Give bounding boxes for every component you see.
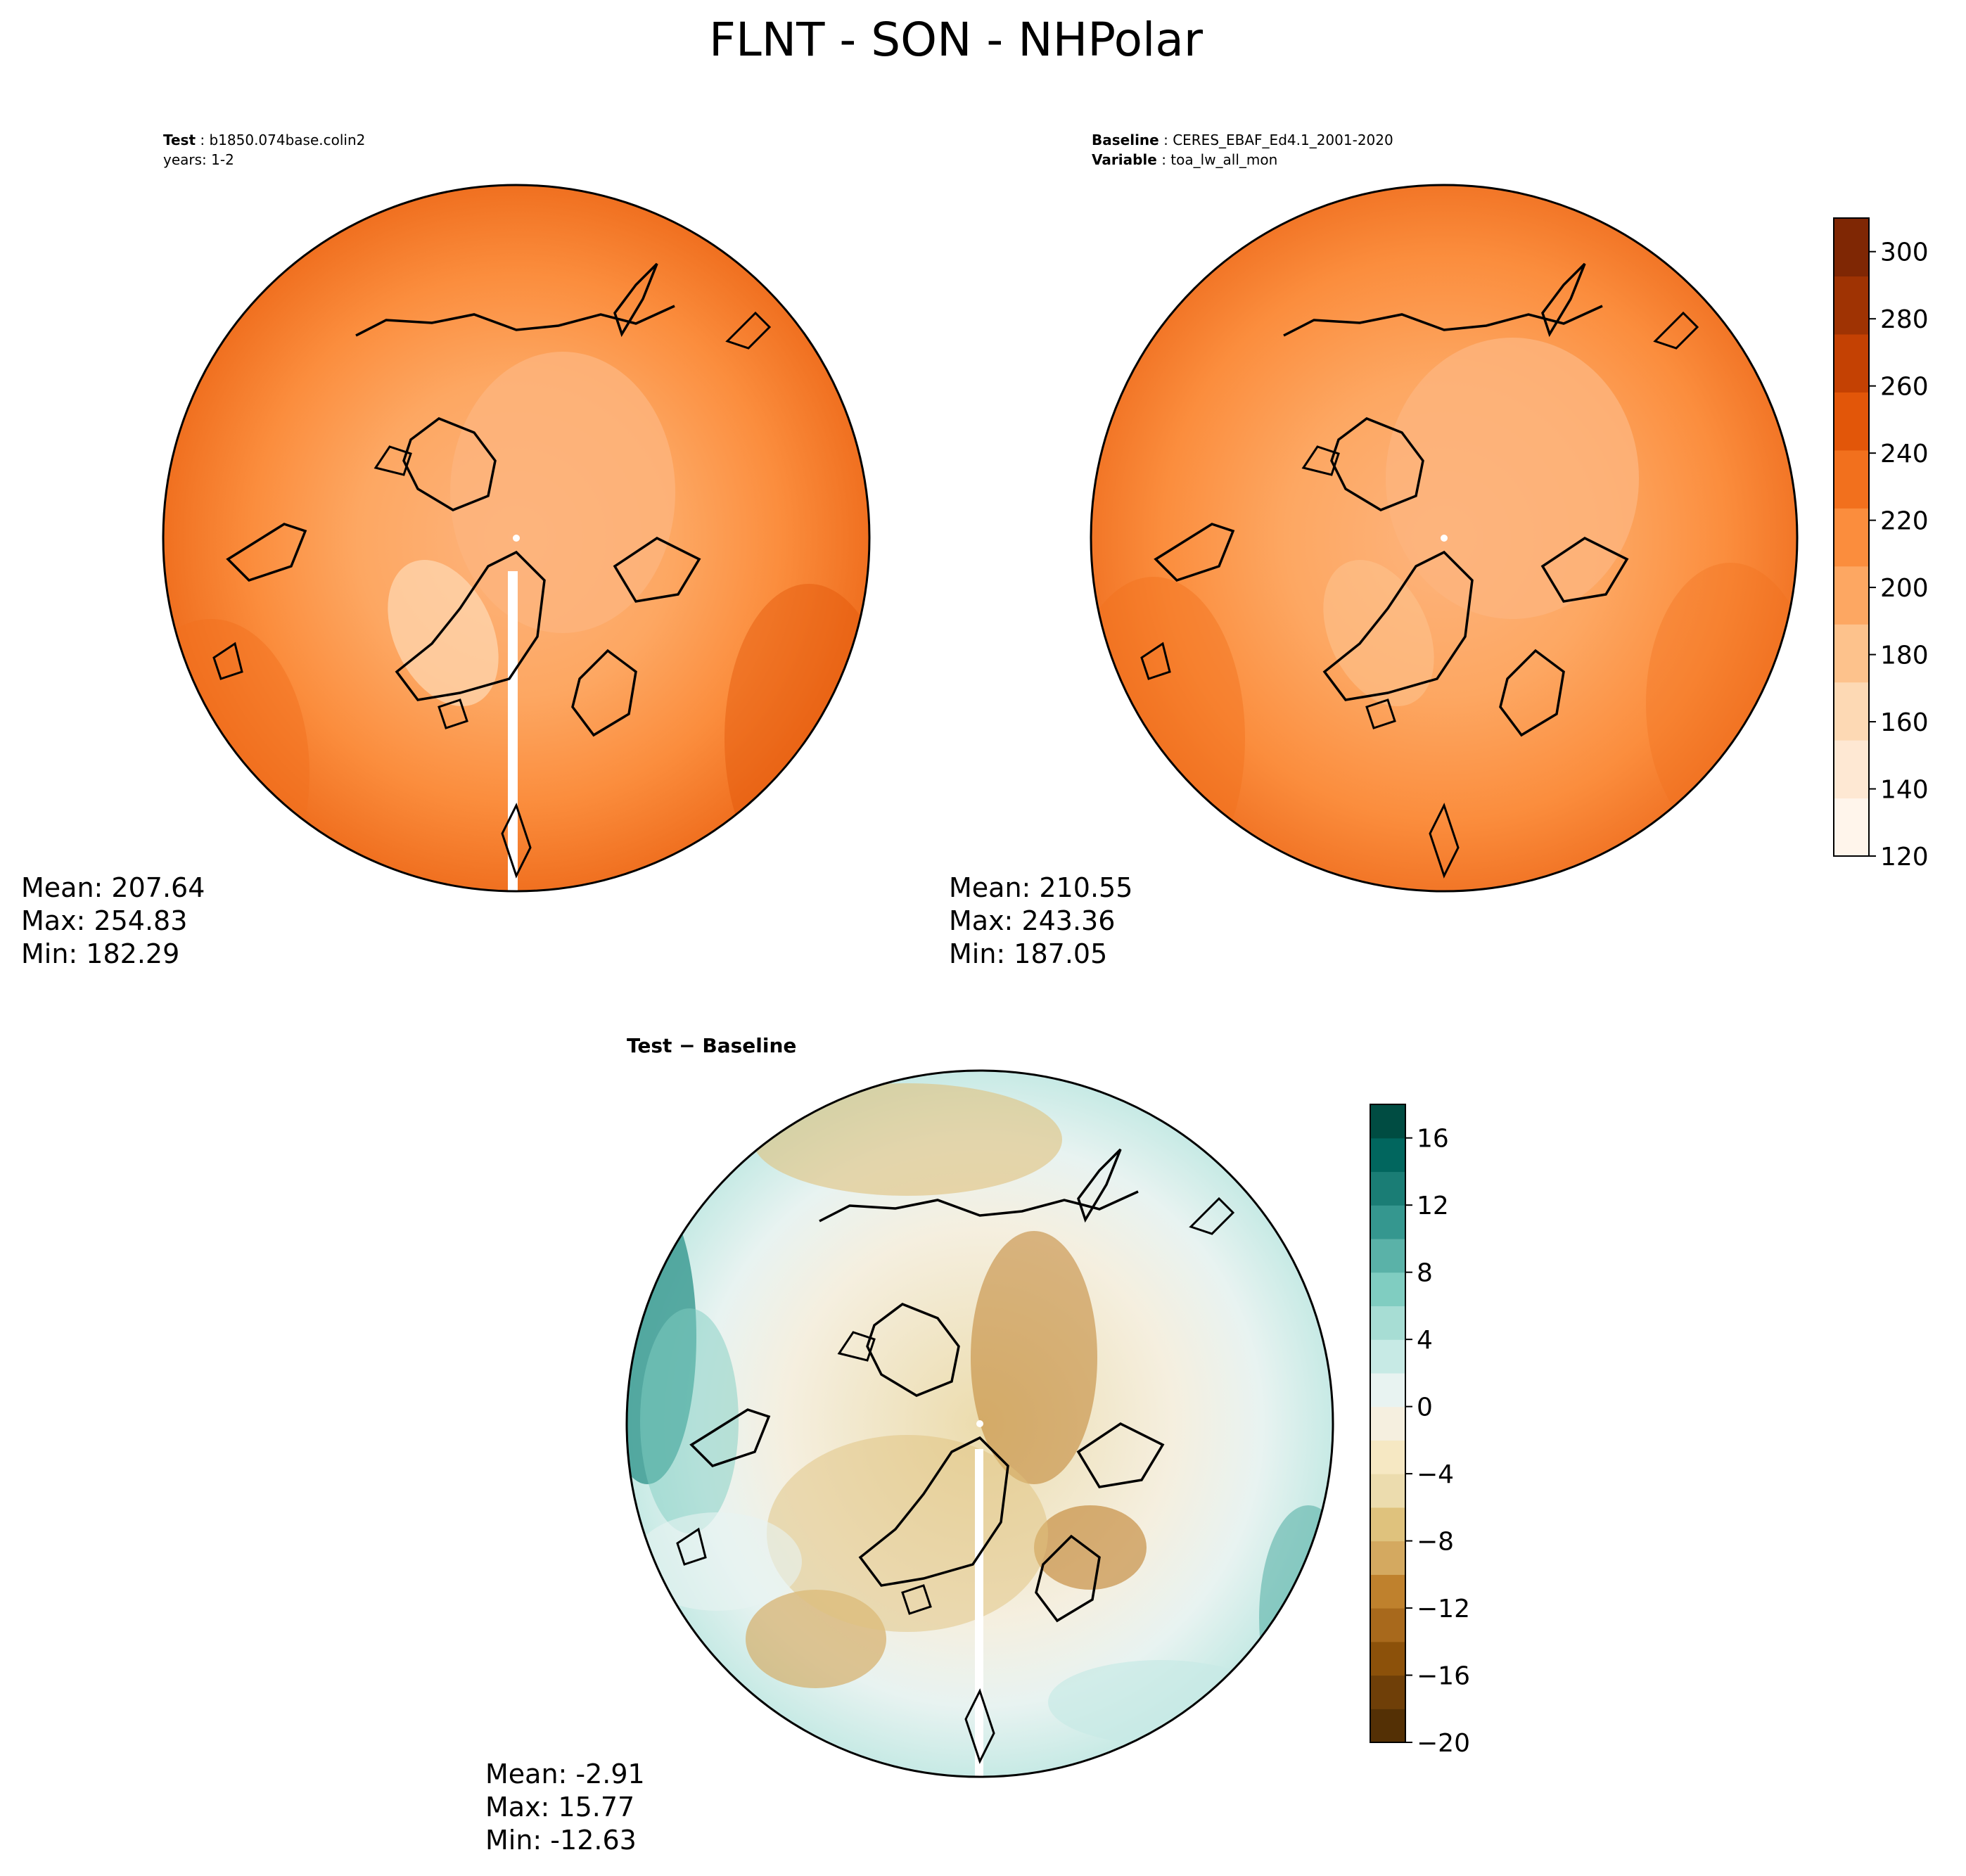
figure-title: FLNT - SON - NHPolar: [709, 13, 1204, 67]
diff-colorbar-tick-label: 4: [1417, 1326, 1433, 1355]
test-header: Test : b1850.074base.colin2: [163, 132, 365, 148]
diff-colorbar-band: [1370, 1608, 1405, 1642]
diff-panel: Test − Baseline Mean: -2.91 Max: 15.7: [485, 1034, 1334, 1856]
diff-colorbar-band: [1370, 1272, 1405, 1307]
diff-mean: Mean: -2.91: [485, 1759, 645, 1789]
diff-colorbar-band: [1370, 1137, 1405, 1173]
baseline-header: Baseline : CERES_EBAF_Ed4.1_2001-2020: [1092, 132, 1393, 148]
test-header-separator: :: [196, 132, 209, 148]
diff-colorbar-band: [1370, 1675, 1405, 1709]
baseline-north-pole-marker: [1441, 535, 1448, 542]
main-colorbar-band: [1834, 566, 1869, 625]
diff-colorbar-band: [1370, 1574, 1405, 1609]
diff-min: Min: -12.63: [485, 1825, 637, 1856]
main-colorbar-tick-label: 140: [1880, 776, 1929, 805]
diff-colorbar-band: [1370, 1306, 1405, 1340]
test-min: Min: 182.29: [21, 938, 179, 969]
main-colorbar-tick-label: 240: [1880, 440, 1929, 468]
main-colorbar-tick-label: 260: [1880, 373, 1929, 402]
main-colorbar-band: [1834, 682, 1869, 741]
diff-max: Max: 15.77: [485, 1792, 634, 1823]
diff-title: Test − Baseline: [627, 1034, 796, 1057]
main-colorbar-band: [1834, 740, 1869, 799]
main-colorbar-band: [1834, 392, 1869, 451]
baseline-min: Min: 187.05: [949, 938, 1107, 969]
diff-colorbar-tick-label: 16: [1417, 1125, 1449, 1154]
baseline-header-label: Baseline: [1092, 132, 1159, 148]
diff-colorbar-band: [1370, 1104, 1405, 1139]
baseline-dataset-name: CERES_EBAF_Ed4.1_2001-2020: [1173, 132, 1393, 148]
main-colorbar-tick-label: 180: [1880, 642, 1929, 670]
test-map-boundary: [162, 184, 871, 893]
baseline-variable: Variable : toa_lw_all_mon: [1092, 151, 1277, 168]
diff-colorbar-band: [1370, 1406, 1405, 1441]
main-colorbar-band: [1834, 449, 1869, 509]
diff-colorbar: −20 −16 −12 −8 −4 0 4 8 12 16: [1370, 1104, 1470, 1758]
diff-colorbar-band: [1370, 1205, 1405, 1239]
main-colorbar-frame: [1833, 217, 1870, 857]
diff-colorbar-band: [1370, 1641, 1405, 1676]
main-colorbar-band: [1834, 798, 1869, 857]
diff-colorbar-band: [1370, 1339, 1405, 1374]
main-colorbar-tick-label: 280: [1880, 305, 1929, 334]
diff-colorbar-band: [1370, 1372, 1405, 1408]
diff-map-boundary: [625, 1069, 1334, 1778]
baseline-map-boundary: [1090, 184, 1799, 893]
diff-colorbar-band: [1370, 1540, 1405, 1575]
main-colorbar-tick-label: 220: [1880, 507, 1929, 536]
diff-colorbar-tick-label: −16: [1417, 1662, 1470, 1691]
diff-colorbar-frame: [1370, 1104, 1406, 1743]
test-max: Max: 254.83: [21, 905, 187, 936]
baseline-map: [1090, 184, 1799, 893]
main-colorbar-tick-label: 200: [1880, 574, 1929, 603]
diff-colorbar-band: [1370, 1440, 1405, 1474]
baseline-variable-label: Variable: [1092, 151, 1157, 168]
baseline-mean: Mean: 210.55: [949, 872, 1132, 903]
diff-colorbar-band: [1370, 1474, 1405, 1508]
diff-north-pole-marker: [976, 1420, 983, 1427]
baseline-variable-name: toa_lw_all_mon: [1170, 151, 1277, 168]
main-colorbar-band: [1834, 218, 1869, 277]
diff-colorbar-tick-label: 8: [1417, 1259, 1433, 1288]
diff-colorbar-tick-label: −20: [1417, 1729, 1470, 1758]
main-colorbar-tick-label: 160: [1880, 708, 1929, 737]
test-north-pole-marker: [513, 535, 520, 542]
test-header-label: Test: [163, 132, 196, 148]
test-map: [162, 184, 871, 893]
baseline-max: Max: 243.36: [949, 905, 1115, 936]
test-case-name: b1850.074base.colin2: [209, 132, 365, 148]
diff-colorbar-band: [1370, 1709, 1405, 1743]
diff-colorbar-tick-label: −4: [1417, 1460, 1454, 1489]
test-mean: Mean: 207.64: [21, 872, 205, 903]
test-years: years: 1-2: [163, 151, 234, 168]
baseline-variable-separator: :: [1157, 151, 1170, 168]
diff-map: [625, 1069, 1334, 1778]
baseline-panel: Baseline : CERES_EBAF_Ed4.1_2001-2020 Va…: [949, 132, 1799, 969]
diff-colorbar-tick-label: 0: [1417, 1393, 1433, 1422]
main-colorbar-band: [1834, 508, 1869, 567]
baseline-header-separator: :: [1159, 132, 1173, 148]
diff-colorbar-band: [1370, 1507, 1405, 1542]
main-colorbar-tick-label: 300: [1880, 238, 1929, 267]
main-colorbar-band: [1834, 624, 1869, 683]
diff-colorbar-band: [1370, 1238, 1405, 1273]
main-colorbar-tick-label: 120: [1880, 843, 1929, 872]
main-colorbar: 120 140 160 180 200 220 240 260 280 300: [1833, 217, 1929, 872]
diff-colorbar-tick-label: 12: [1417, 1192, 1449, 1220]
main-colorbar-band: [1834, 276, 1869, 335]
test-panel: Test : b1850.074base.colin2 years: 1-2 M…: [21, 132, 871, 969]
diff-colorbar-tick-label: −12: [1417, 1595, 1470, 1623]
diff-colorbar-band: [1370, 1171, 1405, 1206]
main-colorbar-band: [1834, 333, 1869, 393]
diff-colorbar-tick-label: −8: [1417, 1528, 1454, 1557]
